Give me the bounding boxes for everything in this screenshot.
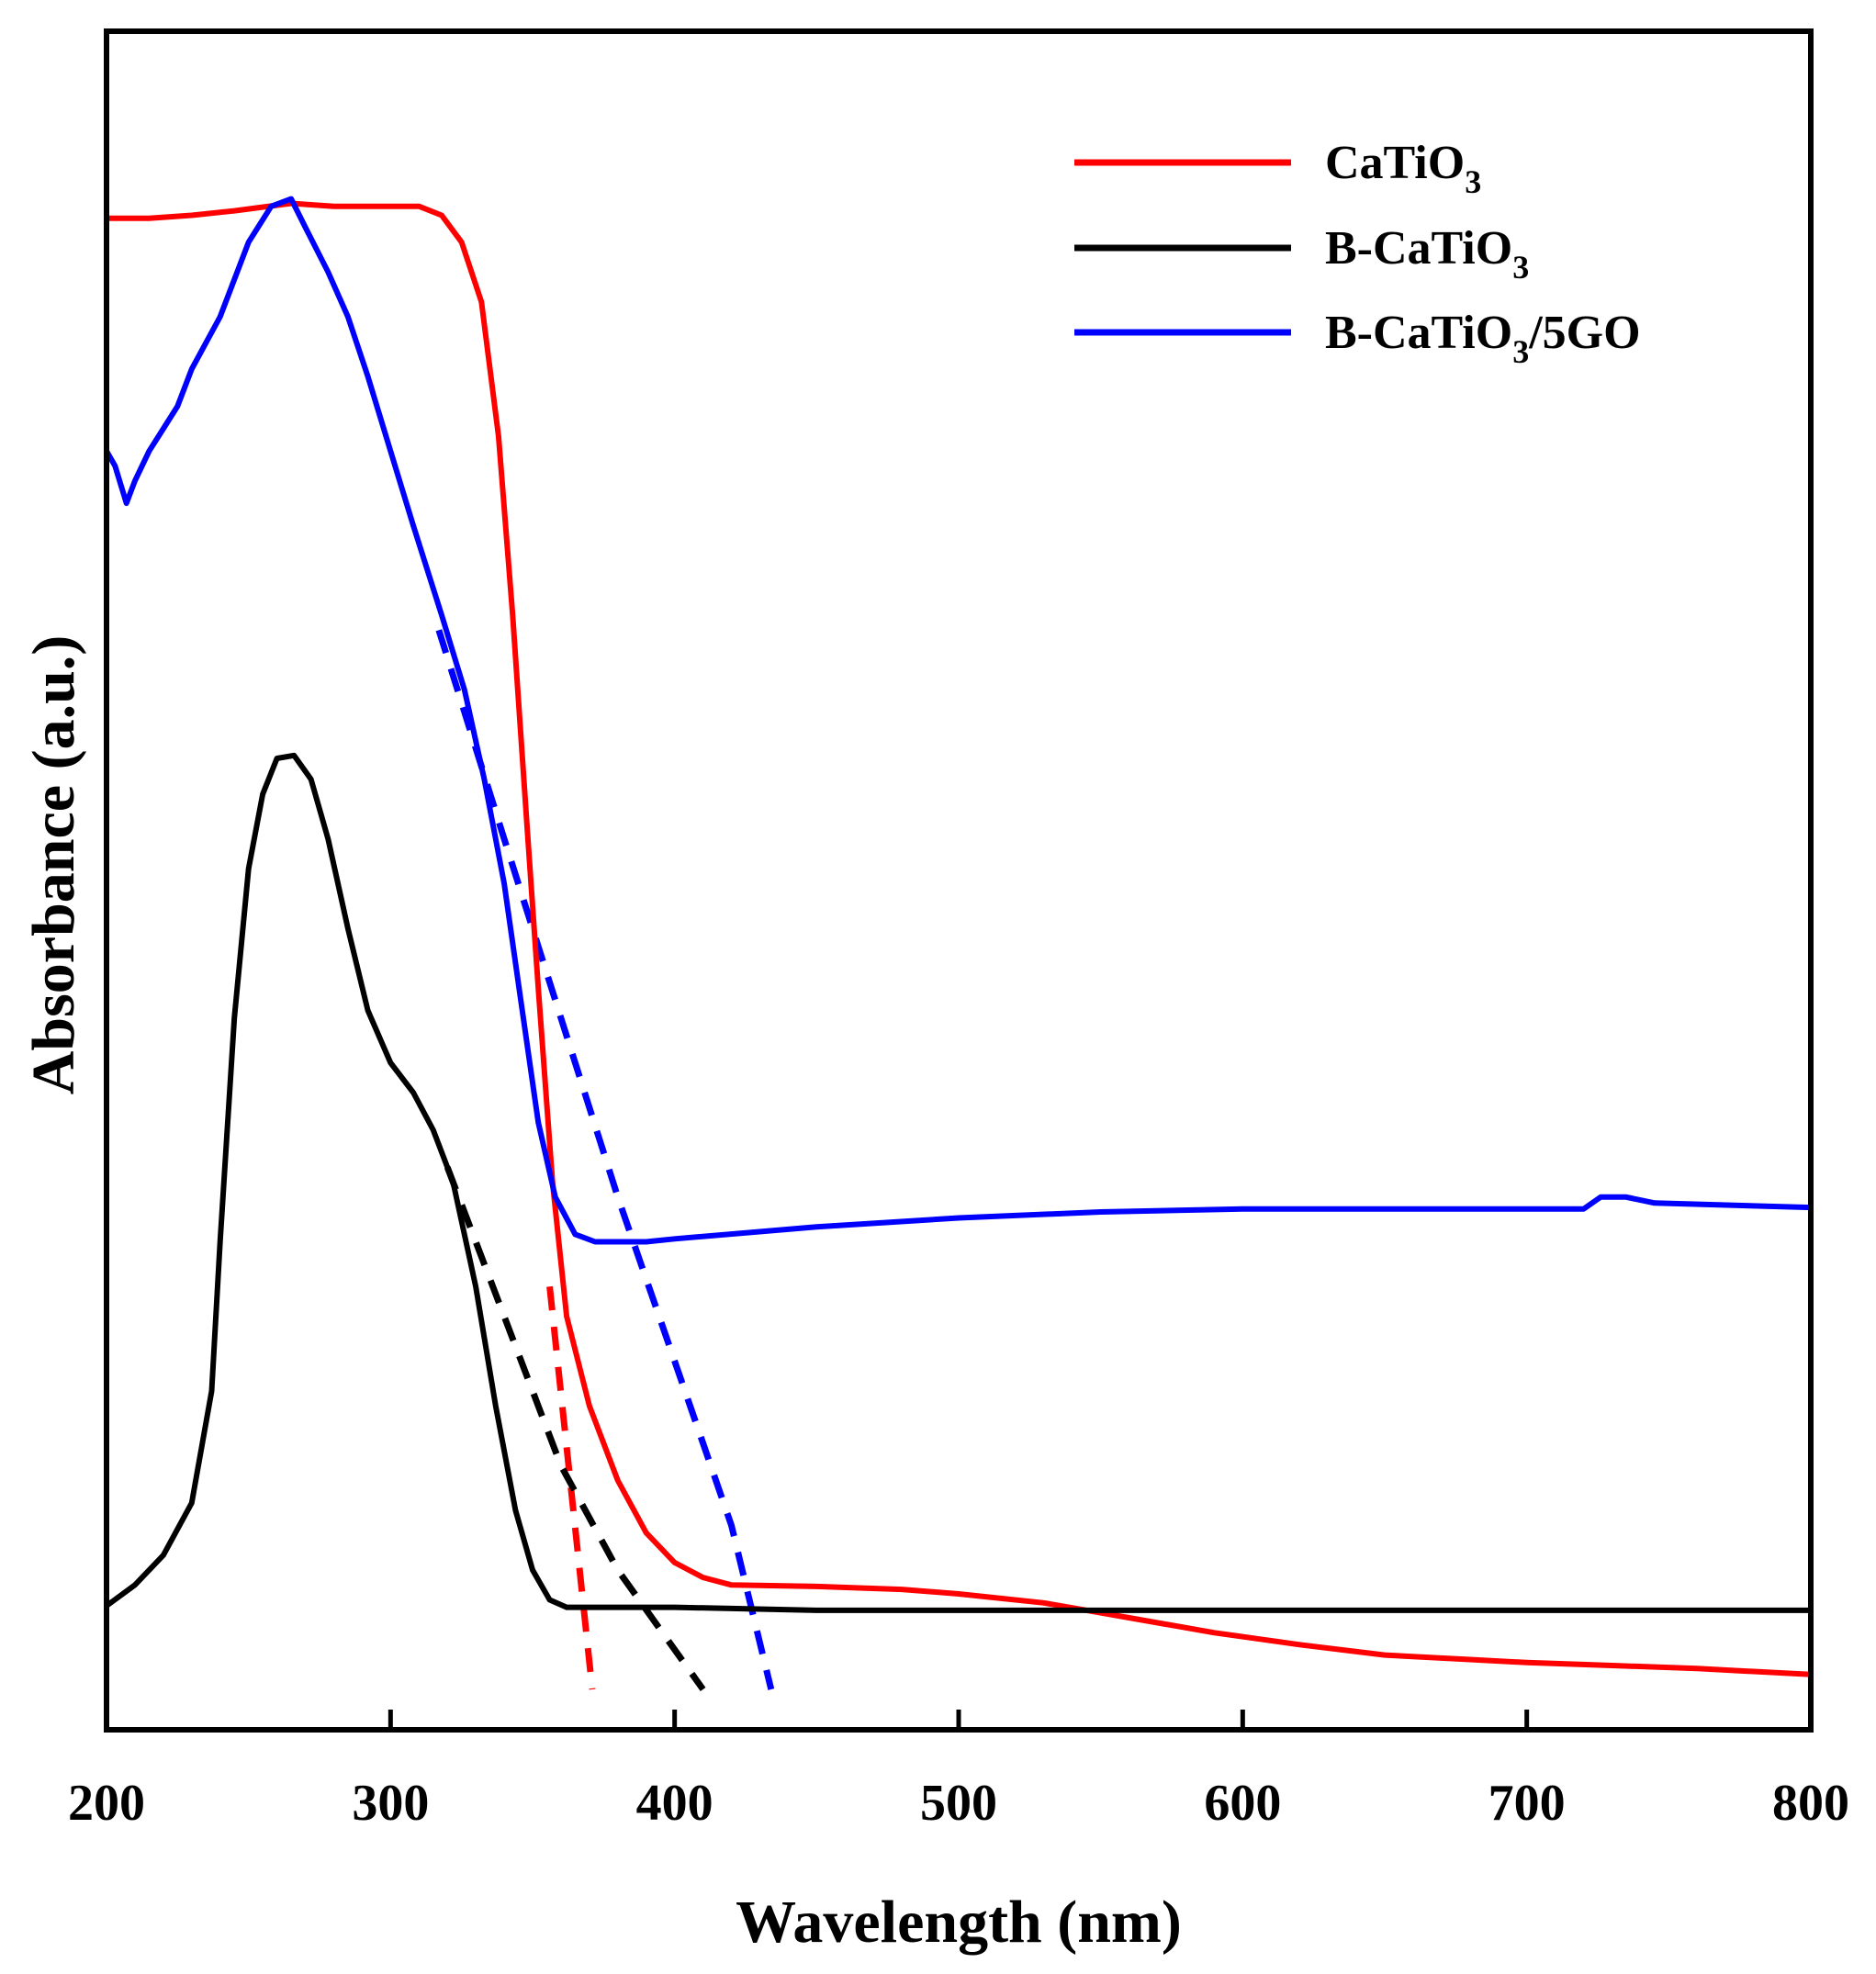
- series-line-b-catio3: [105, 752, 1811, 1613]
- x-tick-label: 300: [352, 1775, 429, 1832]
- axis-layer: 200 300 400 500 600 700 800: [68, 1710, 1849, 1832]
- legend-label-b-catio3: B-CaTiO3: [1325, 222, 1529, 286]
- plot-layer: [104, 196, 1812, 1692]
- series-line-catio3: [107, 200, 1812, 1677]
- x-tick-label: 200: [68, 1775, 145, 1832]
- x-tick-label: 600: [1204, 1775, 1281, 1832]
- legend-label-catio3: CaTiO3: [1325, 137, 1481, 200]
- series-line-b-catio3-5go: [104, 196, 1812, 1245]
- x-axis-title: Wavelength (nm): [736, 1889, 1182, 1956]
- tangent-line-b-catio3-5go: [435, 629, 775, 1690]
- legend: CaTiO3 B-CaTiO3 B-CaTiO3/5GO: [1074, 137, 1641, 370]
- legend-label-b-catio3-5go: B-CaTiO3/5GO: [1325, 307, 1641, 370]
- y-axis-title: Absorbance (a.u.): [20, 635, 87, 1095]
- x-tick-label: 500: [920, 1775, 997, 1832]
- x-tick-label: 400: [636, 1775, 713, 1832]
- tangent-line-b-catio3: [444, 1166, 706, 1692]
- x-tick-label: 700: [1488, 1775, 1566, 1832]
- x-tick-label: 800: [1772, 1775, 1849, 1832]
- plot-frame: [104, 28, 1814, 1733]
